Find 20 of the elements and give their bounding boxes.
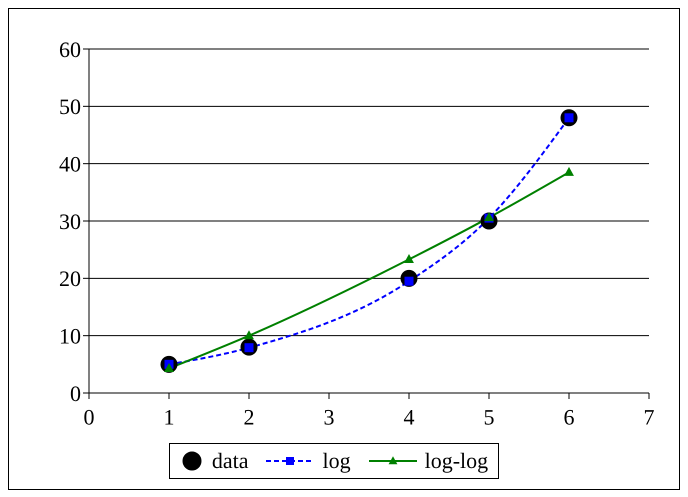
legend-label: log: [322, 448, 351, 474]
y-tick-label: 40: [59, 151, 81, 176]
x-tick-label: 2: [244, 404, 254, 430]
point: [404, 254, 414, 264]
x-tick-label: 7: [644, 404, 654, 430]
y-tick-label: 50: [59, 94, 81, 120]
y-tick-label: 30: [59, 208, 81, 234]
x-tick-label: 6: [564, 404, 574, 430]
x-tick-label: 5: [484, 404, 494, 430]
x-tick-label: 4: [404, 404, 414, 430]
y-tick-label: 0: [70, 380, 81, 406]
x-tick-label: 3: [324, 404, 334, 430]
x-tick-label: 1: [164, 404, 174, 430]
point: [244, 330, 254, 340]
y-tick-label: 20: [59, 266, 81, 292]
legend-label: log-log: [424, 448, 488, 474]
y-tick-label: 60: [59, 36, 81, 62]
y-tick-label: 10: [59, 323, 81, 348]
legend-label: data: [212, 448, 248, 474]
point: [564, 166, 574, 176]
